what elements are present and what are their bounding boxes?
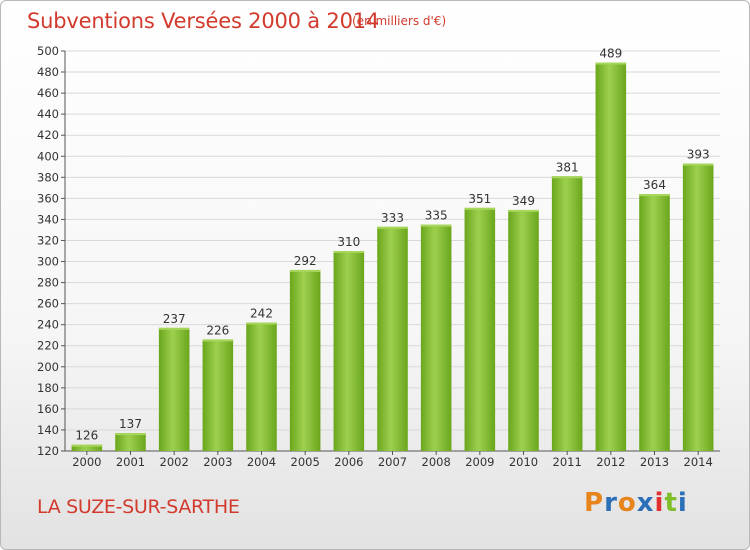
bar-top-highlight (420, 224, 452, 227)
x-tick-label-2007: 2007 (378, 455, 407, 469)
bar-2006 (333, 251, 365, 451)
bar-top-highlight (115, 433, 146, 436)
bar-2000 (71, 444, 103, 451)
bar-top-highlight (464, 207, 496, 210)
bar-2013 (639, 194, 670, 451)
y-tick-label: 280 (37, 276, 59, 290)
logo-letter: P (584, 488, 605, 518)
y-tick-label: 440 (37, 107, 59, 121)
y-tick-label: 420 (37, 128, 59, 142)
bar-2005 (289, 269, 321, 451)
y-tick-label: 240 (37, 318, 59, 332)
logo-letter: i (677, 488, 688, 518)
y-tick-label: 500 (37, 44, 59, 58)
x-tick-label-2012: 2012 (596, 455, 625, 469)
x-tick-label-2014: 2014 (684, 455, 713, 469)
x-tick-label-2010: 2010 (509, 455, 538, 469)
value-label-2008: 335 (425, 209, 448, 223)
logo-letter: x (636, 488, 655, 518)
x-tick-label-2005: 2005 (291, 455, 320, 469)
y-tick-label: 320 (37, 233, 59, 247)
bar-2009 (464, 207, 496, 451)
value-label-2014: 393 (687, 148, 710, 162)
bar-2004 (246, 322, 277, 451)
value-label-2002: 237 (163, 312, 186, 326)
chart-title: Subventions Versées 2000 à 2014 (27, 9, 380, 33)
x-tick-label-2002: 2002 (160, 455, 189, 469)
y-tick-label: 180 (37, 381, 59, 395)
value-label-2010: 349 (512, 194, 535, 208)
value-label-2003: 226 (206, 323, 229, 337)
bars (71, 62, 714, 451)
y-tick-label: 120 (37, 444, 59, 458)
data-labels: 126 137 237 226 242 292 310 333 335 351 349 381 489 3… (75, 47, 709, 443)
proxiti-logo: Proxiti (584, 488, 688, 518)
bar-2003 (202, 339, 234, 451)
y-tick-label: 300 (37, 255, 59, 269)
bar-2012 (595, 62, 627, 451)
value-label-2013: 364 (643, 178, 666, 192)
x-tick-label-2001: 2001 (116, 455, 145, 469)
bar-2007 (377, 226, 408, 451)
y-tick-label: 480 (37, 65, 59, 79)
axes: 120 140 160 180 200 220 240 260 280 300 320 340 360 3… (37, 44, 720, 469)
logo-letter: t (664, 488, 678, 518)
bar-top-highlight (289, 269, 321, 272)
bar-top-highlight (682, 163, 714, 166)
value-label-2012: 489 (599, 47, 622, 61)
x-tick-label-2004: 2004 (247, 455, 276, 469)
bar-top-highlight (246, 322, 277, 325)
bar-2002 (158, 327, 190, 451)
value-label-2004: 242 (250, 307, 273, 321)
x-tick-label-2009: 2009 (465, 455, 494, 469)
x-tick-label-2003: 2003 (203, 455, 232, 469)
y-tick-label: 340 (37, 212, 59, 226)
bar-top-highlight (639, 194, 670, 197)
bar-top-highlight (71, 444, 103, 447)
y-tick-label: 360 (37, 191, 59, 205)
y-tick-label: 220 (37, 339, 59, 353)
x-tick-label-2006: 2006 (334, 455, 363, 469)
y-tick-label: 140 (37, 423, 59, 437)
bar-2008 (420, 224, 452, 451)
logo-letter: r (604, 488, 618, 518)
bar-2011 (551, 176, 583, 451)
value-label-2009: 351 (468, 192, 491, 206)
bar-top-highlight (333, 251, 365, 253)
bar-2010 (508, 209, 539, 451)
bar-top-highlight (595, 62, 627, 65)
y-tick-label: 380 (37, 170, 59, 184)
value-label-2007: 333 (381, 211, 404, 225)
value-label-2005: 292 (294, 254, 317, 268)
value-label-2011: 381 (556, 160, 579, 174)
chart-subtitle: (en milliers d'€) (352, 14, 447, 28)
value-label-2001: 137 (119, 417, 142, 431)
value-label-2000: 126 (75, 429, 98, 443)
bar-2014 (682, 163, 714, 451)
y-tick-label: 200 (37, 360, 59, 374)
y-tick-label: 460 (37, 86, 59, 100)
bar-top-highlight (551, 176, 583, 179)
logo-letter: i (654, 488, 665, 518)
commune-name: LA SUZE-SUR-SARTHE (37, 496, 240, 518)
bar-top-highlight (377, 226, 408, 229)
x-tick-label-2011: 2011 (553, 455, 582, 469)
bar-top-highlight (202, 339, 234, 342)
value-label-2006: 310 (337, 235, 360, 249)
y-tick-label: 260 (37, 297, 59, 311)
logo-letter: o (617, 488, 637, 518)
x-tick-label-2000: 2000 (72, 455, 101, 469)
x-tick-label-2008: 2008 (422, 455, 451, 469)
y-tick-label: 160 (37, 402, 59, 416)
y-tick-label: 400 (37, 149, 59, 163)
bar-top-highlight (158, 327, 190, 330)
bar-2001 (115, 433, 146, 451)
bar-top-highlight (508, 209, 539, 212)
x-tick-label-2013: 2013 (640, 455, 669, 469)
